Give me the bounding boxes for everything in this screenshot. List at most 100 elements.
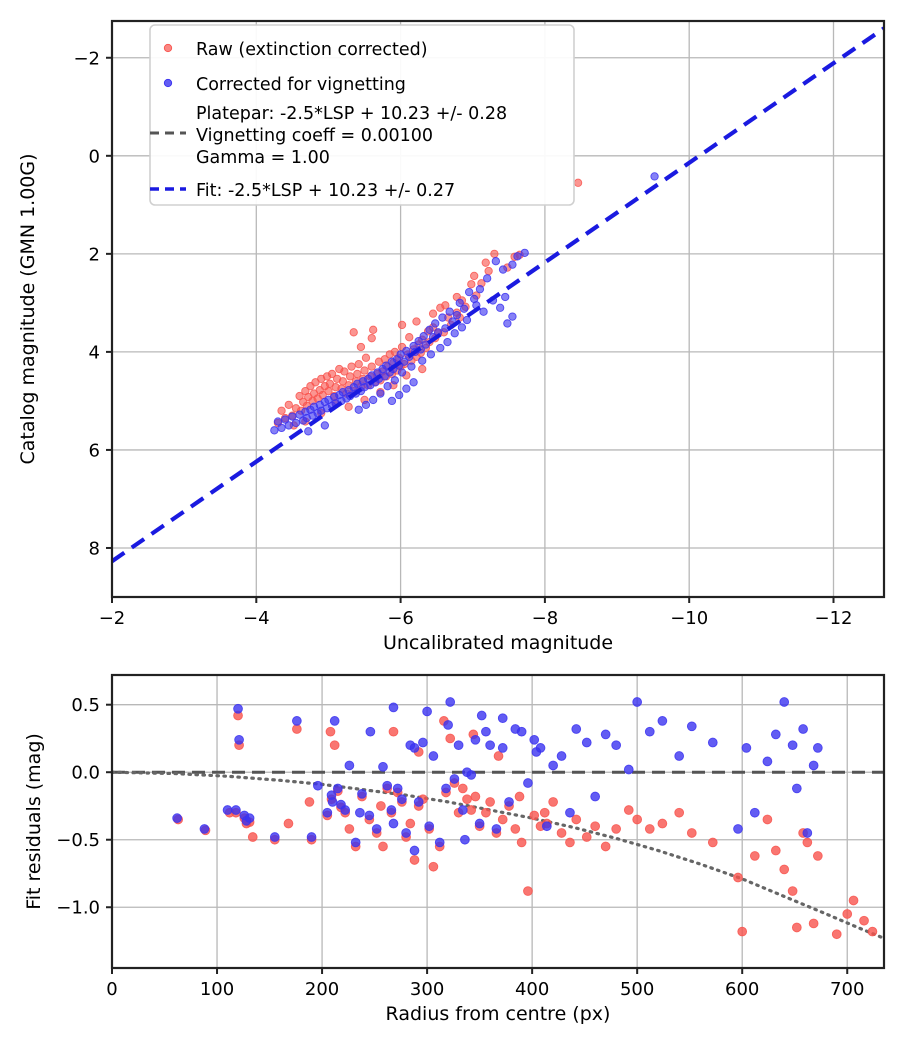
data-point	[523, 886, 533, 896]
legend-label-platepar-line1: Platepar: -2.5*LSP + 10.23 +/- 0.28	[196, 104, 507, 124]
data-point	[498, 265, 508, 274]
data-point	[418, 356, 427, 365]
data-point	[707, 837, 718, 848]
data-point	[556, 751, 567, 761]
data-point	[632, 697, 643, 707]
data-point	[428, 751, 439, 761]
data-point	[357, 788, 367, 799]
data-point	[304, 427, 313, 436]
data-point	[291, 418, 301, 428]
data-point	[445, 307, 454, 316]
data-point	[470, 791, 481, 802]
data-point	[520, 248, 529, 258]
data-point	[233, 703, 243, 714]
data-point	[476, 710, 487, 721]
data-point	[244, 813, 255, 823]
data-point	[355, 807, 365, 818]
x-axis-label: Radius from centre (px)	[386, 1003, 611, 1025]
data-point	[273, 417, 283, 426]
data-point	[491, 257, 500, 266]
data-point	[474, 818, 485, 829]
data-point	[329, 740, 340, 751]
data-point	[376, 389, 385, 398]
data-point	[392, 783, 403, 794]
data-point	[581, 737, 592, 748]
data-point	[247, 832, 258, 842]
data-point	[231, 805, 241, 815]
data-point	[292, 724, 302, 734]
data-point	[332, 783, 343, 794]
data-point	[350, 837, 361, 848]
data-point	[859, 915, 869, 926]
x-tick-label: 500	[620, 979, 654, 1000]
data-point	[484, 266, 493, 276]
data-point	[361, 400, 371, 409]
data-point	[485, 740, 495, 751]
data-point	[516, 837, 527, 848]
vignetting-model-curve	[110, 770, 886, 940]
data-point	[450, 329, 459, 338]
data-point	[787, 886, 798, 896]
legend-marker-raw	[163, 43, 173, 53]
data-point	[413, 797, 424, 807]
data-point	[284, 400, 293, 409]
data-point	[571, 724, 582, 734]
data-point	[382, 780, 393, 791]
data-point	[407, 362, 416, 371]
data-point	[842, 909, 853, 919]
data-point	[770, 845, 781, 856]
data-point	[441, 301, 450, 310]
data-point	[281, 415, 290, 424]
plot-background	[112, 675, 884, 968]
data-point	[686, 828, 697, 838]
data-point	[812, 743, 823, 753]
data-point	[548, 797, 558, 807]
data-point	[523, 778, 533, 788]
data-point	[322, 807, 333, 818]
data-point	[412, 317, 421, 326]
legend-label-raw: Raw (extinction corrected)	[196, 40, 428, 60]
data-point	[457, 323, 467, 332]
data-point	[460, 834, 470, 845]
data-point	[457, 805, 468, 815]
data-point	[762, 814, 773, 825]
data-point	[733, 824, 743, 834]
data-point	[808, 760, 819, 771]
x-tick-label: 700	[830, 979, 864, 1000]
y-tick-label: 8	[89, 538, 100, 559]
data-point	[424, 821, 435, 832]
data-point	[791, 922, 802, 933]
data-point	[299, 416, 308, 425]
data-point	[327, 797, 338, 807]
data-point	[369, 325, 378, 334]
data-point	[388, 702, 399, 713]
x-tick-label: 600	[725, 979, 759, 1000]
y-tick-label: 6	[89, 440, 100, 461]
data-point	[779, 864, 790, 875]
data-point	[741, 743, 752, 753]
data-point	[431, 319, 440, 328]
data-point	[459, 304, 469, 313]
y-tick-label: 0	[89, 146, 100, 167]
data-point	[611, 740, 622, 751]
data-point	[414, 336, 423, 346]
data-point	[848, 895, 859, 906]
data-point	[481, 807, 491, 818]
data-point	[172, 813, 182, 823]
data-point	[409, 341, 418, 351]
data-point	[737, 926, 748, 937]
data-point	[378, 841, 388, 852]
data-point	[623, 805, 634, 815]
data-point	[397, 794, 407, 805]
data-point	[481, 726, 491, 737]
data-point	[762, 756, 773, 767]
data-point	[385, 350, 394, 359]
data-point	[541, 821, 552, 832]
data-point	[600, 841, 611, 852]
data-point	[449, 774, 460, 784]
axes-frame	[110, 19, 886, 599]
data-point	[600, 729, 611, 740]
x-tick-label: 200	[305, 979, 339, 1000]
data-point	[436, 343, 445, 353]
data-point	[401, 828, 411, 838]
